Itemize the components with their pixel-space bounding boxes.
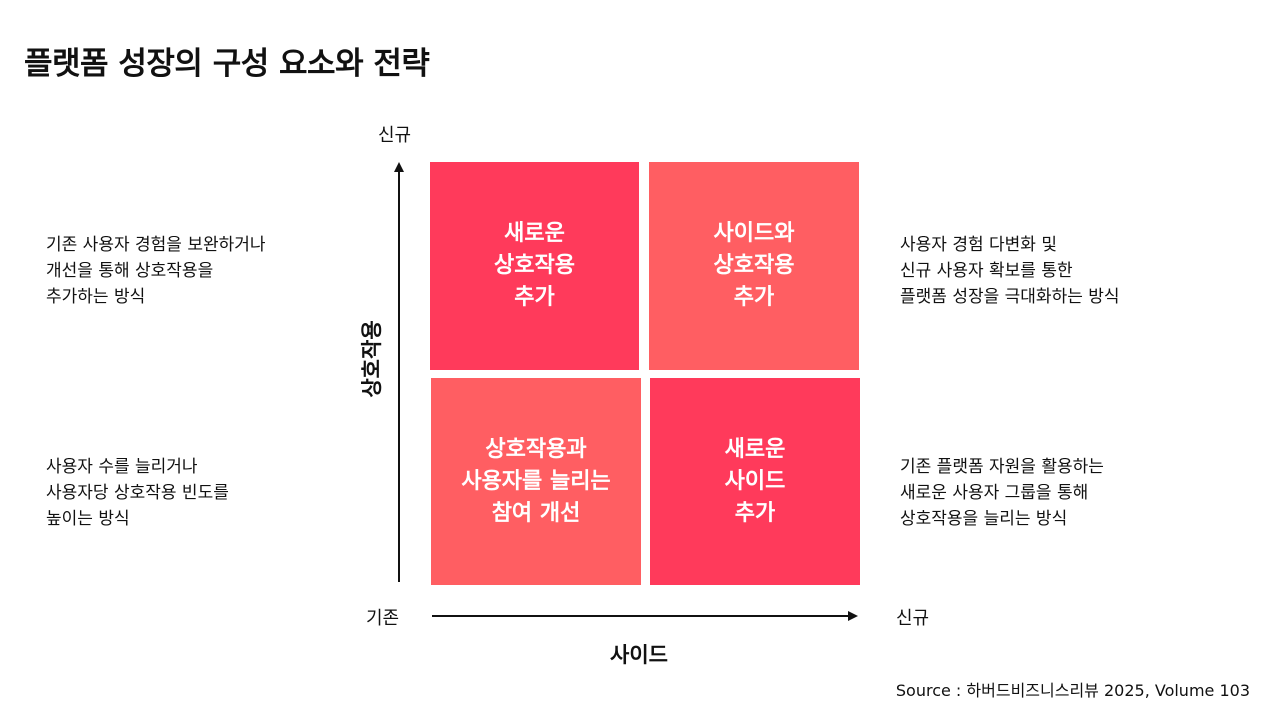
source-citation: Source : 하버드비즈니스리뷰 2025, Volume 103 <box>895 681 1250 700</box>
description-top-left: 기존 사용자 경험을 보완하거나 개선을 통해 상호작용을 추가하는 방식 <box>46 235 266 307</box>
quadrant-bottom-right: 새로운 사이드 추가 <box>650 378 860 585</box>
y-axis-title: 상호작용 <box>360 320 384 398</box>
x-axis-arrow-icon <box>848 611 858 621</box>
quadrant-bottom-left-label: 상호작용과 사용자를 늘리는 참여 개선 <box>461 436 611 526</box>
page-title: 플랫폼 성장의 구성 요소와 전략 <box>24 46 430 82</box>
y-axis-top-label: 신규 <box>378 125 412 146</box>
x-axis-origin-label: 기존 <box>366 608 400 629</box>
description-bottom-left: 사용자 수를 늘리거나 사용자당 상호작용 빈도를 높이는 방식 <box>46 457 229 529</box>
x-axis-right-label: 신규 <box>896 608 930 629</box>
quadrant-bottom-right-label: 새로운 사이드 추가 <box>724 436 786 526</box>
quadrant-top-left-label: 새로운 상호작용 추가 <box>494 221 575 310</box>
y-axis-arrow-icon <box>394 162 404 172</box>
description-top-right: 사용자 경험 다변화 및 신규 사용자 확보를 통한 플랫폼 성장을 극대화하는… <box>900 235 1120 307</box>
quadrant-top-right-label: 사이드와 상호작용 추가 <box>713 221 795 310</box>
x-axis-title: 사이드 <box>610 643 668 667</box>
quadrant-top-left: 새로운 상호작용 추가 <box>430 162 639 370</box>
description-bottom-right: 기존 플랫폼 자원을 활용하는 새로운 사용자 그룹을 통해 상호작용을 늘리는… <box>900 457 1104 529</box>
quadrant-bottom-left: 상호작용과 사용자를 늘리는 참여 개선 <box>431 378 641 585</box>
quadrant-top-right: 사이드와 상호작용 추가 <box>649 162 859 370</box>
